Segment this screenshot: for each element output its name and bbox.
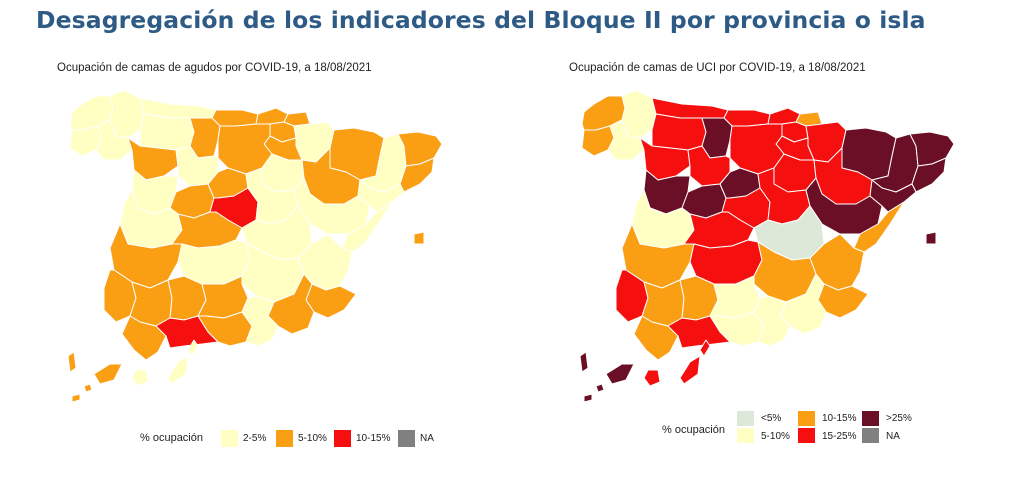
legend-swatch-5-10 <box>737 428 754 443</box>
map-agudos <box>67 89 448 403</box>
uci-region-lanzarote <box>699 339 711 357</box>
uci-region-la-gomera <box>595 383 605 393</box>
agudos-region-lanzarote <box>187 339 199 357</box>
legend-title-agudos: % ocupación <box>140 432 203 444</box>
legend-label-10-15: 10-15% <box>356 433 391 444</box>
legend-title-uci: % ocupación <box>662 424 725 436</box>
legend-swatch-lt5 <box>737 411 754 426</box>
map-title-agudos: Ocupación de camas de agudos por COVID-1… <box>57 62 372 74</box>
agudos-region-lugo <box>109 89 145 139</box>
agudos-region-ourense <box>95 119 133 161</box>
legend-label-10-15: 10-15% <box>822 413 857 424</box>
uci-region-el-hierro <box>583 393 593 403</box>
uci-region-lugo <box>621 89 657 139</box>
uci-region-zamora <box>639 137 691 181</box>
uci-region-badajoz <box>621 223 695 289</box>
legend-swatch-2-5 <box>221 430 238 447</box>
uci-region-leon <box>651 113 707 151</box>
uci-region-ourense <box>607 119 645 161</box>
uci-region-almeria <box>753 295 791 347</box>
uci-region-cantabria <box>723 109 771 127</box>
agudos-region-fuerteventura <box>167 355 189 385</box>
legend-label-5-10: 5-10% <box>761 431 790 442</box>
agudos-region-cadiz <box>121 315 167 361</box>
legend-swatch-na <box>862 428 879 443</box>
legend-swatch-gt25 <box>862 411 879 426</box>
uci-region-tarragona <box>869 179 917 213</box>
agudos-region-zamora <box>127 137 179 181</box>
legend-label-5-10: 5-10% <box>298 433 327 444</box>
legend-swatch-10-15 <box>334 430 351 447</box>
agudos-region-almeria <box>241 295 279 347</box>
uci-region-la-palma <box>579 351 589 373</box>
legend-label-15-25: 15-25% <box>822 431 857 442</box>
uci-region-tenerife <box>605 363 635 385</box>
agudos-region-la-gomera <box>83 383 93 393</box>
uci-region-ibiza-formentera <box>925 231 937 245</box>
uci-region-malaga <box>667 315 731 349</box>
page-title: Desagregación de los indicadores del Blo… <box>36 6 926 34</box>
legend-swatch-5-10 <box>276 430 293 447</box>
legend-label-lt5: <5% <box>761 413 782 424</box>
uci-region-bizkaia <box>767 107 801 125</box>
agudos-region-gran-canaria <box>131 369 149 387</box>
agudos-region-ibiza-formentera <box>413 231 425 245</box>
map-uci <box>579 89 960 403</box>
legend-swatch-na <box>398 430 415 447</box>
agudos-region-malaga <box>155 315 219 349</box>
uci-region-fuerteventura <box>679 355 701 385</box>
legend-swatch-15-25 <box>798 428 815 443</box>
legend-swatch-10-15 <box>798 411 815 426</box>
agudos-region-tarragona <box>357 179 405 213</box>
legend-label-na: NA <box>886 431 900 442</box>
agudos-region-badajoz <box>109 223 183 289</box>
agudos-region-leon <box>139 113 195 151</box>
map-title-uci: Ocupación de camas de UCI por COVID-19, … <box>569 62 866 74</box>
agudos-region-bizkaia <box>255 107 289 125</box>
uci-region-gran-canaria <box>643 369 661 387</box>
agudos-region-la-palma <box>67 351 77 373</box>
agudos-region-el-hierro <box>71 393 81 403</box>
legend-label-2-5: 2-5% <box>243 433 267 444</box>
legend-label-na: NA <box>420 433 434 444</box>
agudos-region-tenerife <box>93 363 123 385</box>
uci-region-cadiz <box>633 315 679 361</box>
legend-label-gt25: >25% <box>886 413 912 424</box>
agudos-region-cantabria <box>211 109 259 127</box>
